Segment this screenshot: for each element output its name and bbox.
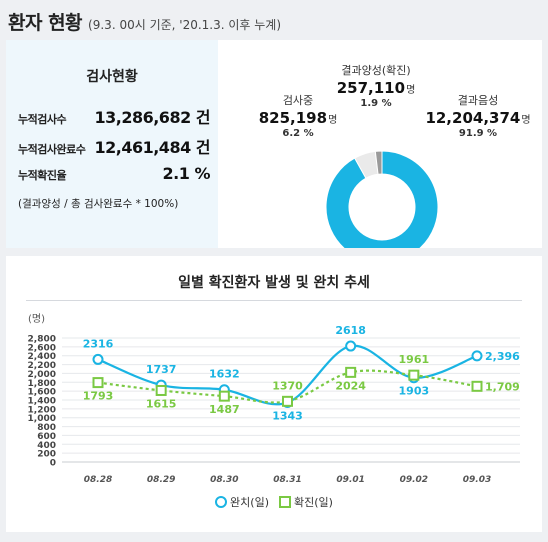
x-tick-label: 08.28 bbox=[84, 475, 112, 485]
y-tick-label: 1,400 bbox=[28, 397, 56, 407]
y-tick-label: 2,600 bbox=[28, 343, 56, 353]
y-tick-label: 600 bbox=[37, 432, 56, 442]
data-label-confirmed: 1961 bbox=[399, 353, 430, 366]
data-label-confirmed: 1793 bbox=[83, 390, 114, 403]
data-point-recovered bbox=[471, 350, 483, 362]
y-tick-label: 800 bbox=[37, 423, 56, 433]
data-point-confirmed bbox=[218, 390, 230, 402]
daily-trend-line-chart: (명) 02004006008001,0001,2001,4001,6001,80… bbox=[28, 313, 521, 485]
pie-label-pct: 6.2 % bbox=[282, 128, 314, 139]
pie-label-in-progress: 검사중 825,198명 6.2 % bbox=[248, 92, 348, 139]
y-tick-label: 1,800 bbox=[28, 379, 56, 389]
legend-label: 완치(일) bbox=[230, 496, 269, 509]
y-tick-label: 1,000 bbox=[28, 414, 56, 424]
data-point-confirmed bbox=[92, 377, 104, 389]
data-point-confirmed bbox=[408, 369, 420, 381]
chart-legend: 완치(일) 확진(일) bbox=[6, 494, 542, 510]
pie-label-positive: 결과양성(확진) 257,110명 1.9 % bbox=[316, 62, 436, 109]
page-header: 환자 현황 (9.3. 00시 기준, '20.1.3. 이후 누계) bbox=[8, 8, 281, 38]
x-tick-label: 09.03 bbox=[463, 475, 491, 485]
legend-label: 확진(일) bbox=[294, 496, 333, 509]
legend-item-confirmed[interactable]: 확진(일) bbox=[279, 494, 333, 510]
data-label-recovered: 1343 bbox=[272, 410, 303, 423]
data-point-confirmed bbox=[155, 384, 167, 396]
legend-item-recovered[interactable]: 완치(일) bbox=[215, 494, 269, 510]
stat-value: 13,286,682 건 bbox=[94, 108, 210, 127]
pie-label-name: 검사중 bbox=[282, 94, 314, 107]
test-result-pie-area: 결과양성(확진) 257,110명 1.9 % 검사중 825,198명 6.2… bbox=[218, 40, 542, 248]
y-tick-label: 1,200 bbox=[28, 405, 56, 415]
chart-title: 일별 확진환자 발생 및 완치 추세 bbox=[178, 275, 370, 291]
x-tick-label: 08.29 bbox=[147, 475, 175, 485]
title-divider bbox=[26, 300, 522, 301]
square-marker-icon bbox=[279, 496, 291, 508]
pie-slice-negative bbox=[325, 150, 439, 248]
stat-label: 누적검사수 bbox=[18, 113, 67, 126]
data-label-recovered: 2316 bbox=[83, 337, 114, 350]
data-point-confirmed bbox=[345, 366, 357, 378]
data-label-confirmed: 1,709 bbox=[485, 380, 520, 393]
daily-trend-panel: 일별 확진환자 발생 및 완치 추세 (명) 0 200 400 600 800 1,000… bbox=[6, 256, 542, 532]
data-label-recovered: 2618 bbox=[335, 324, 366, 337]
test-status-panel: 검사현황 누적검사수 13,286,682 건 누적검사완료수 12,461,4… bbox=[6, 40, 542, 248]
data-label-recovered: 1903 bbox=[399, 385, 430, 398]
data-label-confirmed: 1370 bbox=[272, 379, 303, 392]
y-tick-label: 2,000 bbox=[28, 370, 56, 380]
test-stats-box: 검사현황 누적검사수 13,286,682 건 누적검사완료수 12,461,4… bbox=[6, 40, 218, 248]
y-tick-label: 1,600 bbox=[28, 388, 56, 398]
pie-label-negative: 결과음성 12,204,374명 91.9 % bbox=[416, 92, 540, 139]
x-tick-label: 08.31 bbox=[273, 475, 301, 485]
pie-label-name: 결과음성 bbox=[457, 94, 499, 107]
pie-label-unit: 명 bbox=[328, 115, 338, 126]
data-label-confirmed: 1487 bbox=[209, 403, 240, 416]
x-tick-label: 09.02 bbox=[400, 475, 428, 485]
stat-value: 12,461,484 건 bbox=[94, 138, 210, 157]
y-tick-label: 2,200 bbox=[28, 361, 56, 371]
test-stats-heading: 검사현황 bbox=[86, 69, 138, 85]
data-point-recovered bbox=[92, 353, 104, 365]
stat-row-total-tests: 누적검사수 13,286,682 건 bbox=[18, 104, 210, 128]
page-title: 환자 현황 bbox=[8, 12, 83, 34]
y-tick-label: 200 bbox=[37, 450, 56, 460]
pie-label-value: 257,110 bbox=[336, 79, 406, 97]
stat-label: 누적검사완료수 bbox=[18, 143, 86, 156]
test-result-pie-chart bbox=[325, 150, 439, 248]
pie-label-pct: 1.9 % bbox=[360, 98, 392, 109]
stat-label: 누적확진율 bbox=[18, 169, 67, 182]
pie-label-value: 825,198 bbox=[258, 109, 328, 127]
y-axis-unit-label: (명) bbox=[28, 313, 45, 325]
x-tick-label: 09.01 bbox=[336, 475, 364, 485]
pie-slice-positive bbox=[374, 150, 383, 175]
y-tick-label: 2,400 bbox=[28, 352, 56, 362]
y-tick-label: 2,800 bbox=[28, 335, 56, 345]
pie-label-value: 12,204,374 bbox=[425, 109, 521, 127]
pie-label-unit: 명 bbox=[521, 115, 531, 126]
data-label-recovered: 2,396 bbox=[485, 350, 520, 363]
circle-marker-icon bbox=[215, 496, 228, 508]
y-tick-label: 0 bbox=[50, 459, 56, 469]
pie-label-unit: 명 bbox=[406, 85, 416, 96]
y-tick-label: 400 bbox=[37, 441, 56, 451]
data-point-confirmed bbox=[471, 380, 483, 392]
data-label-recovered: 1737 bbox=[146, 363, 177, 376]
x-tick-label: 08.30 bbox=[210, 475, 238, 485]
data-point-recovered bbox=[345, 340, 357, 352]
data-label-confirmed: 1615 bbox=[146, 397, 177, 410]
data-label-confirmed: 2024 bbox=[335, 379, 366, 392]
stat-row-positive-rate: 누적확진율 2.1 % bbox=[18, 164, 211, 183]
data-point-confirmed bbox=[282, 395, 293, 407]
stat-value: 2.1 % bbox=[162, 164, 211, 183]
stat-row-completed-tests: 누적검사완료수 12,461,484 건 bbox=[18, 134, 210, 158]
pie-label-name: 결과양성(확진) bbox=[341, 64, 411, 77]
page-subtitle: (9.3. 00시 기준, '20.1.3. 이후 누계) bbox=[88, 18, 282, 32]
stat-note: (결과양성 / 총 검사완료수 * 100%) bbox=[18, 198, 179, 210]
data-label-recovered: 1632 bbox=[209, 368, 240, 381]
pie-label-pct: 91.9 % bbox=[458, 128, 498, 139]
